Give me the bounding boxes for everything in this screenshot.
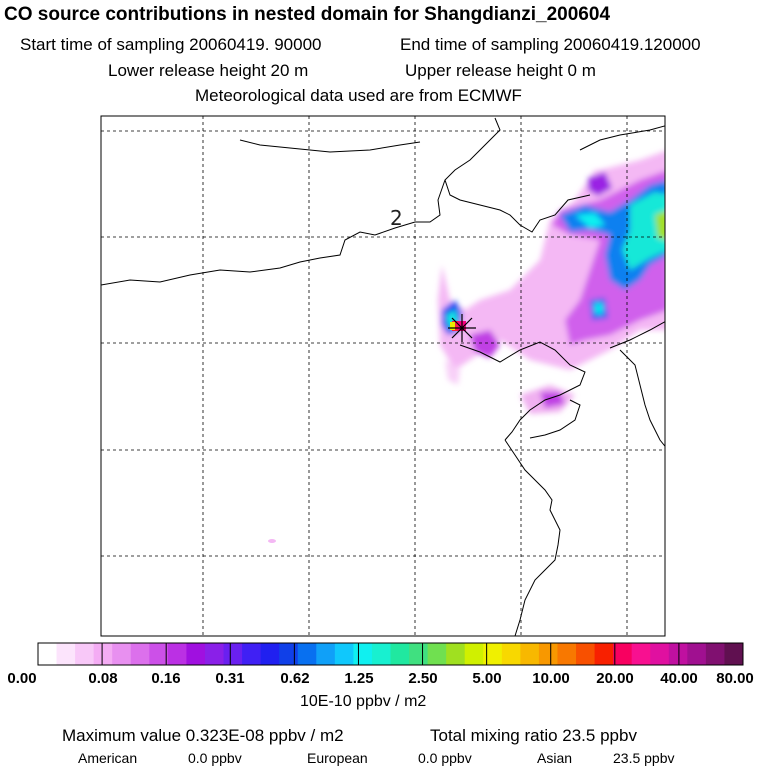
colorbar-swatch [334, 643, 354, 665]
colorbar-swatch [56, 643, 76, 665]
border-east [619, 349, 665, 448]
colorbar-swatch [668, 643, 688, 665]
colorbar-label: 2.50 [408, 670, 438, 687]
colorbar-label: 0.08 [88, 670, 118, 687]
colorbar-unit: 10E-10 ppbv / m2 [300, 693, 427, 710]
colorbar-swatch [724, 643, 744, 665]
colorbar-swatch [353, 643, 373, 665]
coastline-bohai [459, 341, 586, 441]
asian-label: Asian [537, 750, 573, 766]
plume-cyan-east2 [594, 303, 603, 314]
colorbar-swatch [687, 643, 707, 665]
colorbar-swatch [576, 643, 596, 665]
colorbar-swatch [371, 643, 391, 665]
colorbar-swatch [483, 643, 503, 665]
american-label: American [78, 750, 138, 766]
colorbar-swatch [501, 643, 521, 665]
coastline [101, 117, 665, 636]
plume-cyan-ne [575, 213, 605, 228]
colorbar-swatch [650, 643, 670, 665]
end-time-label: End time of sampling 20060419.120000 [400, 35, 701, 54]
colorbar-label: 0.00 [7, 670, 37, 687]
colorbar-label: 1.25 [344, 670, 374, 687]
colorbar-swatch [297, 643, 317, 665]
coastline-gulf [444, 179, 591, 233]
colorbar-swatch [594, 643, 614, 665]
colorbar-label: 0.16 [151, 670, 181, 687]
colorbar-swatch [75, 643, 95, 665]
colorbar-swatch [223, 643, 243, 665]
colorbar-label: 5.00 [472, 670, 502, 687]
max-value-label: Maximum value 0.323E-08 ppbv / m2 [62, 726, 344, 745]
plume-tail [445, 360, 460, 385]
colorbar-swatch [520, 643, 540, 665]
upper-release-height-label: Upper release height 0 m [405, 61, 596, 80]
european-label: European [307, 750, 368, 766]
colorbar-swatch [279, 643, 299, 665]
plume-violet-south [540, 392, 565, 408]
colorbar-label: 0.62 [280, 670, 310, 687]
colorbar-swatch [705, 643, 725, 665]
colorbar-swatch [260, 643, 280, 665]
met-data-label: Meteorological data used are from ECMWF [195, 86, 522, 105]
coastline-korea [529, 399, 581, 439]
colorbar-swatch [186, 643, 206, 665]
map-title: CO source contributions in nested domain… [4, 4, 611, 25]
border-north [239, 139, 421, 153]
colorbar-label: 20.00 [596, 670, 634, 687]
colorbar-swatch [93, 643, 113, 665]
total-mixing-ratio-label: Total mixing ratio 23.5 ppbv [430, 726, 637, 745]
colorbar-label: 40.00 [660, 670, 698, 687]
american-value: 0.0 ppbv [188, 750, 242, 766]
plume-violet-spot [588, 172, 612, 196]
colorbar-swatch [613, 643, 633, 665]
receptor-marker [448, 314, 476, 342]
site-label-2: 2 [390, 206, 403, 230]
colorbar-swatch [316, 643, 336, 665]
coastline-north [101, 117, 501, 286]
plume-cyan-east [622, 192, 665, 270]
plume-speck [268, 539, 276, 543]
hotspot-yellow [450, 322, 455, 330]
colorbar-swatch [204, 643, 225, 665]
colorbar-swatch [538, 643, 558, 665]
map-grid [101, 116, 665, 636]
colorbar-swatch [631, 643, 651, 665]
colorbar-border [37, 642, 744, 666]
coastline-south [504, 439, 561, 636]
colorbar-label: 80.00 [716, 670, 754, 687]
colorbar-swatch [390, 643, 410, 665]
colorbar-swatch [112, 643, 132, 665]
colorbar-swatch [409, 643, 429, 665]
asian-value: 23.5 ppbv [613, 750, 675, 766]
map-border [100, 115, 666, 637]
colorbar-swatch [242, 643, 262, 665]
european-value: 0.0 ppbv [418, 750, 472, 766]
colorbar-swatch [167, 643, 187, 665]
colorbar-swatch [557, 643, 577, 665]
plume-green-edge [655, 211, 665, 240]
colorbar-label: 0.31 [215, 670, 245, 687]
border-northeast [579, 125, 665, 151]
colorbar-swatch [130, 643, 150, 665]
colorbar-swatch [446, 643, 466, 665]
colorbar [37, 642, 744, 666]
colorbar-swatch [464, 643, 484, 665]
lower-release-height-label: Lower release height 20 m [108, 61, 309, 80]
concentration-plume [438, 151, 665, 414]
colorbar-swatch [427, 643, 447, 665]
start-time-label: Start time of sampling 20060419. 90000 [20, 35, 322, 54]
colorbar-swatch [149, 643, 169, 665]
coastline-east [609, 321, 665, 349]
colorbar-label: 10.00 [532, 670, 570, 687]
colorbar-swatch [38, 643, 58, 665]
